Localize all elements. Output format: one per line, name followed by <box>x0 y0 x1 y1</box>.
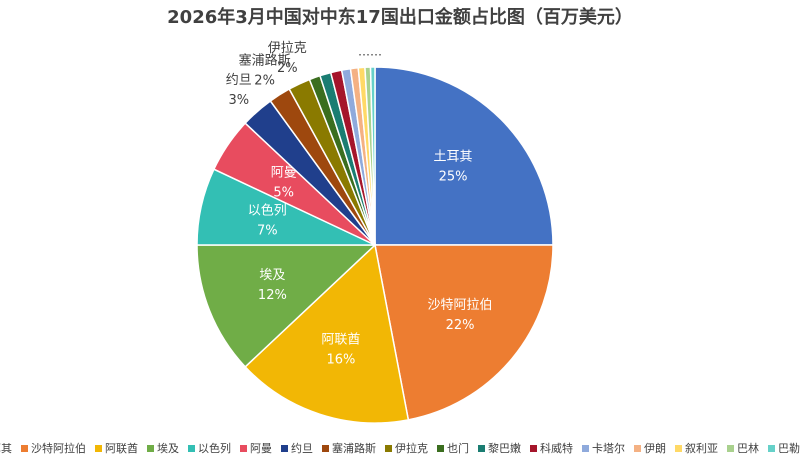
legend-swatch <box>437 445 444 452</box>
legend-label: 约旦 <box>291 442 313 455</box>
slice-label: 阿联酋 <box>321 331 360 347</box>
slice-value-label: 16% <box>326 352 355 367</box>
slice-label: 埃及 <box>259 268 285 283</box>
slice-label: 阿曼 <box>271 165 297 180</box>
legend-label: 塞浦路斯 <box>332 441 376 455</box>
slice-label: 塞浦路斯 <box>239 53 291 69</box>
legend-label: 土耳其 <box>0 442 12 455</box>
slice-label: 土耳其 <box>434 149 473 164</box>
legend-label: 科威特 <box>540 441 573 455</box>
pie-slice <box>244 243 410 424</box>
annotation: …… <box>358 45 382 59</box>
slice-value-label: 5% <box>273 185 294 200</box>
slice-label: 以色列 <box>248 202 287 218</box>
legend-label: 沙特阿拉伯 <box>31 441 86 455</box>
chart-title: 2026年3月中国对中东17国出口金额占比图（百万美元） <box>167 6 633 28</box>
legend-swatch <box>188 445 195 452</box>
legend-swatch <box>675 445 682 452</box>
legend-label: 巴勒斯坦 <box>778 441 800 455</box>
slice-value-label: 7% <box>257 223 278 238</box>
pie-slice <box>374 244 554 421</box>
legend-label: 伊拉克 <box>395 441 428 455</box>
slice-label: 沙特阿拉伯 <box>428 298 493 313</box>
slice-value-label: 3% <box>228 93 249 108</box>
legend-swatch <box>281 445 288 452</box>
legend-label: 阿曼 <box>250 442 272 455</box>
legend-swatch <box>322 445 329 452</box>
slice-value-label: 2% <box>277 61 298 76</box>
slice-value-label: 25% <box>439 169 468 184</box>
legend-swatch <box>147 445 154 452</box>
legend-label: 巴林 <box>737 441 759 455</box>
pie-slice <box>369 66 376 246</box>
legend-swatch <box>240 445 247 452</box>
legend-swatch <box>385 445 392 452</box>
slice-value-label: 22% <box>446 318 475 333</box>
legend-swatch <box>582 445 589 452</box>
legend-label: 黎巴嫩 <box>488 441 521 455</box>
slice-value-label: 12% <box>258 288 287 303</box>
legend-label: 埃及 <box>157 441 179 455</box>
pie-slice <box>374 66 554 246</box>
legend-label: 也门 <box>447 441 469 455</box>
legend-label: 叙利亚 <box>685 441 718 455</box>
legend-swatch <box>95 445 102 452</box>
legend-label: 卡塔尔 <box>592 442 625 455</box>
slice-value-label: 2% <box>254 74 275 89</box>
legend-swatch <box>727 445 734 452</box>
legend-label: 阿联酋 <box>105 441 138 455</box>
legend: 土耳其 沙特阿拉伯 阿联酋 埃及 以色列 阿曼 约旦 塞浦路斯 伊拉克 也门 黎巴嫩 科威特 卡塔尔 伊朗… <box>0 441 800 455</box>
legend-label: 以色列 <box>198 441 231 455</box>
legend-label: 伊朗 <box>644 442 666 455</box>
legend-swatch <box>768 445 775 452</box>
slice-label: 约旦 <box>226 73 252 88</box>
legend-swatch <box>634 445 641 452</box>
legend-swatch <box>21 445 28 452</box>
slice-label: 伊拉克 <box>268 41 307 56</box>
legend-swatch <box>530 445 537 452</box>
pie-slice <box>196 244 377 368</box>
legend-swatch <box>478 445 485 452</box>
